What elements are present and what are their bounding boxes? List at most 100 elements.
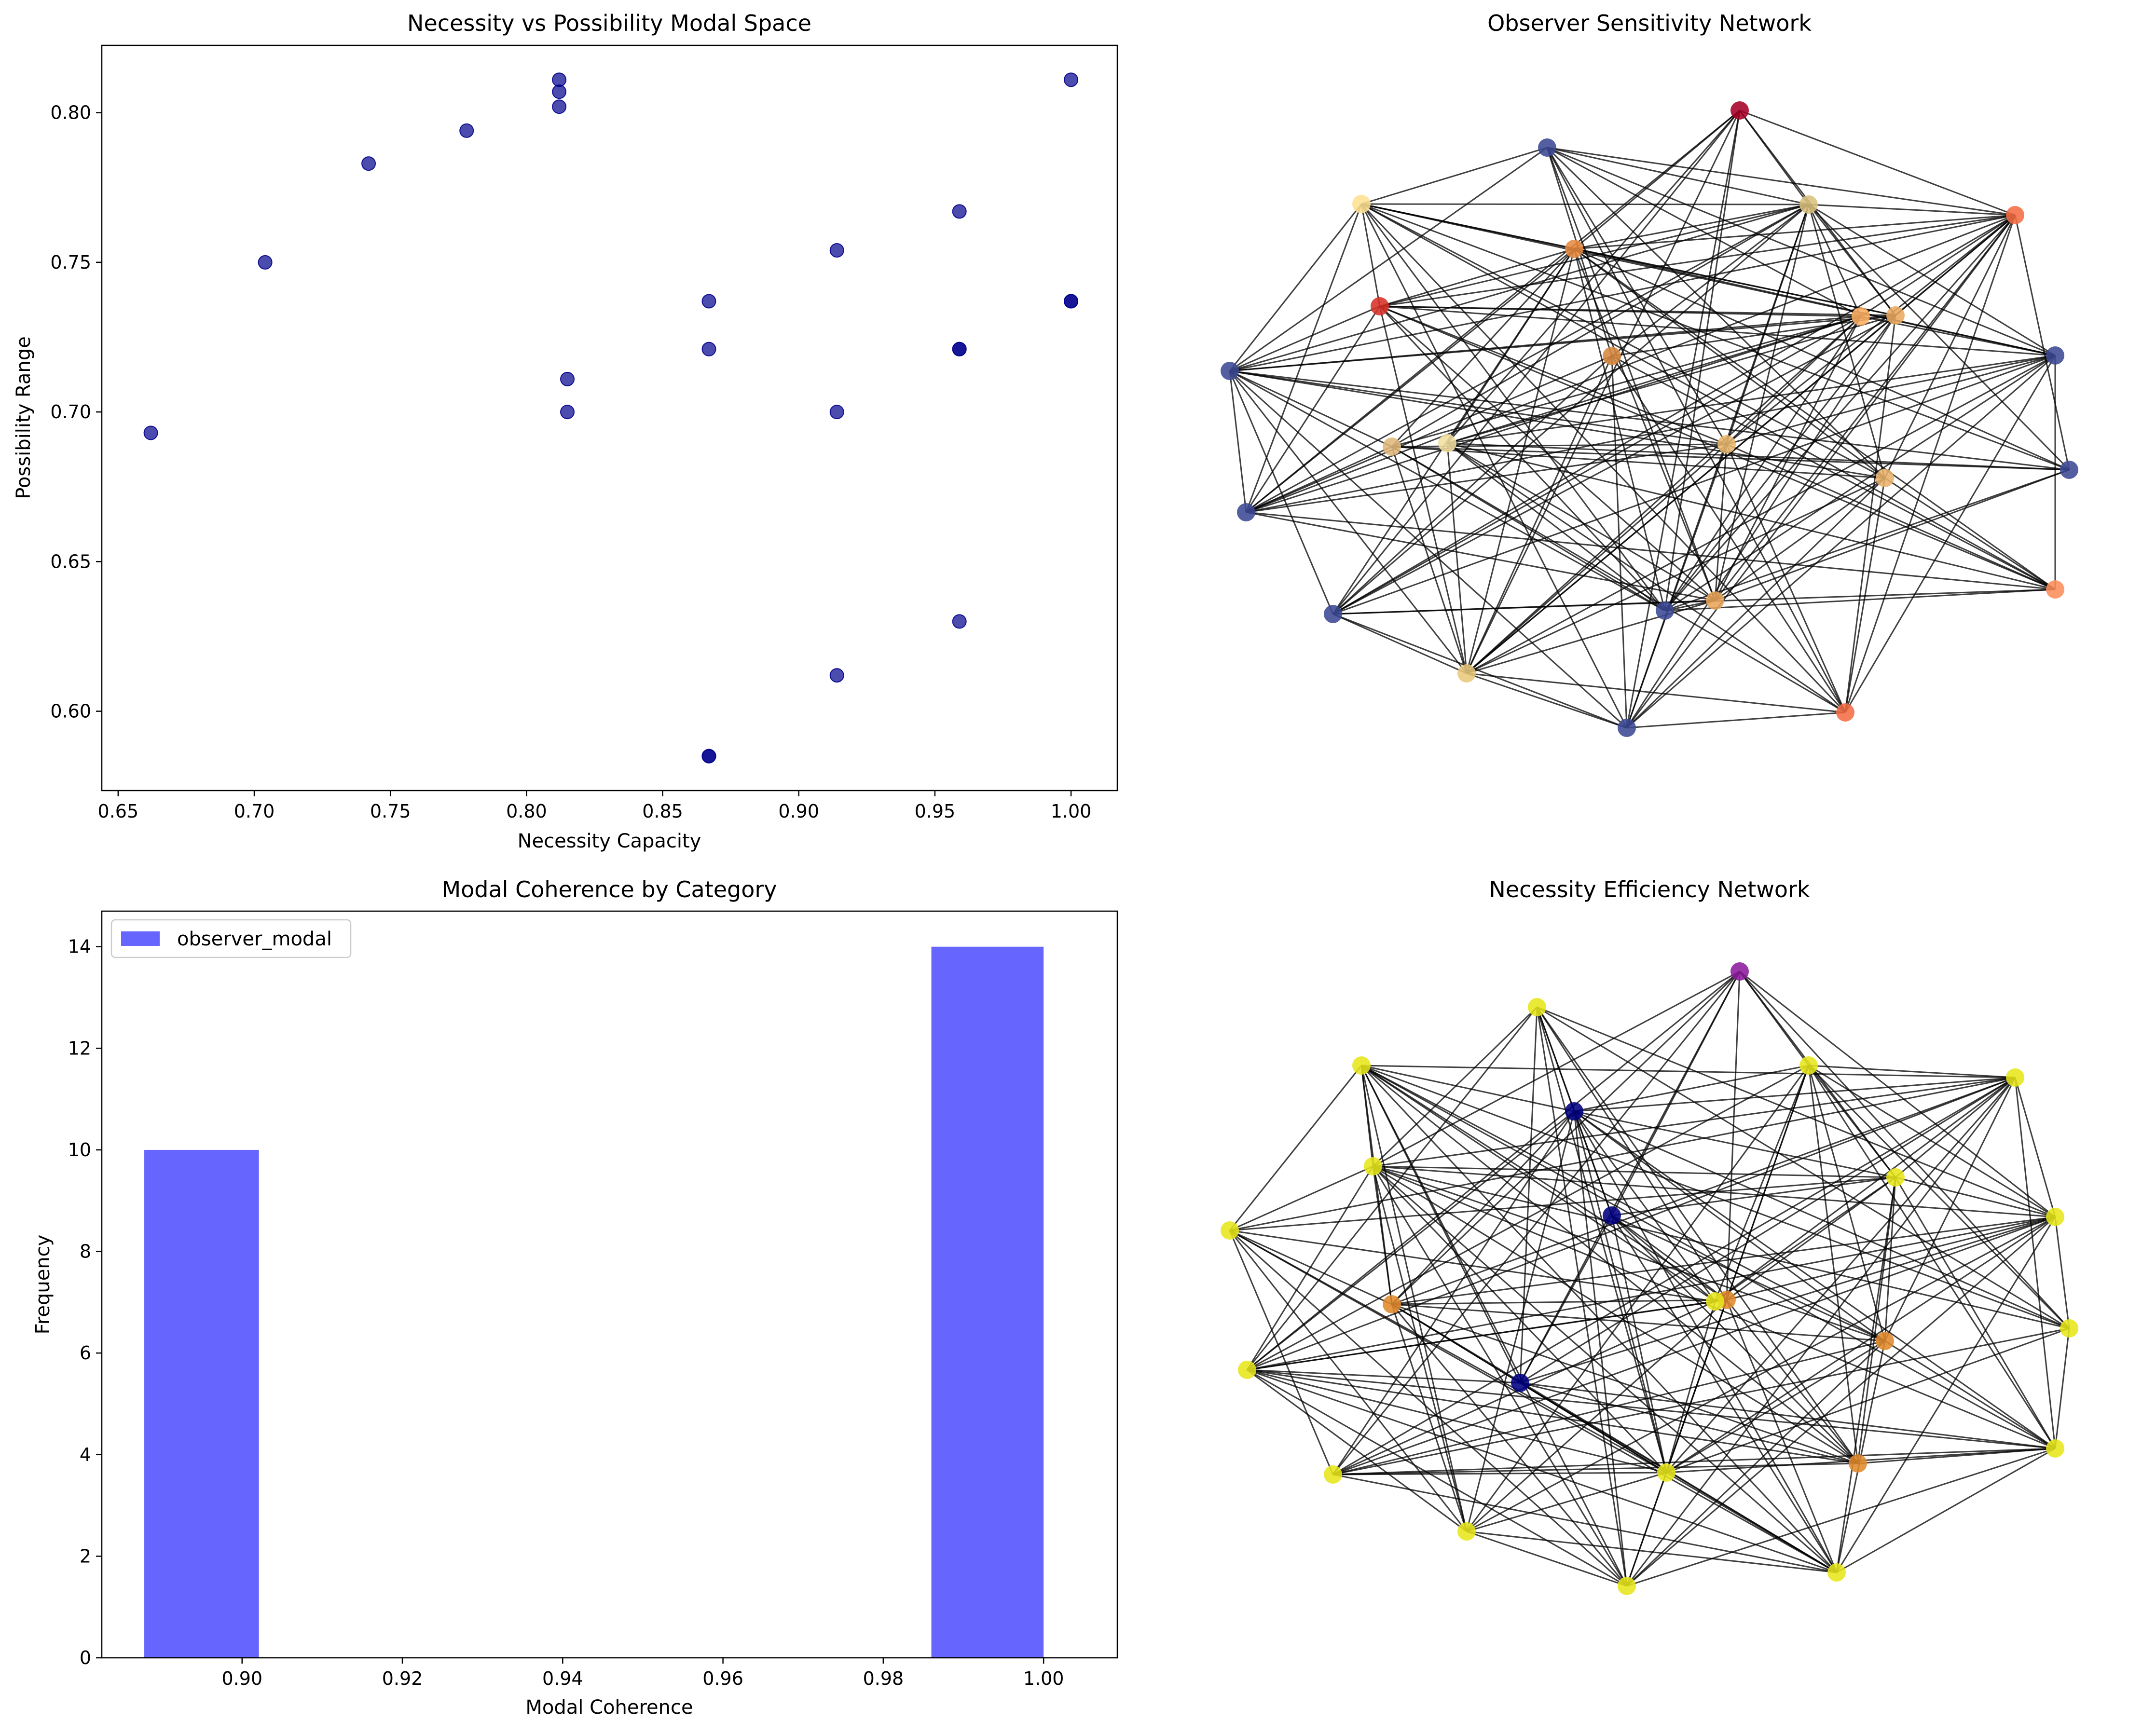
- network-edge: [1574, 248, 2056, 356]
- network-edge: [1626, 711, 1846, 729]
- network-node: [1717, 435, 1736, 453]
- necessity-network-title: Necessity Efficiency Network: [1489, 876, 1810, 902]
- network-edge: [1229, 1230, 1468, 1532]
- network-edge: [1808, 1065, 2056, 1449]
- network-edge: [1715, 1077, 2016, 1302]
- network-node: [1383, 437, 1401, 456]
- network-edge: [1447, 442, 1846, 713]
- network-edge: [1574, 1110, 1896, 1178]
- network-edge: [1626, 315, 1896, 728]
- network-edge: [1573, 1111, 1628, 1586]
- network-edge: [1573, 1111, 1613, 1216]
- network-edge: [1547, 147, 1809, 205]
- network-edge: [1245, 204, 1362, 513]
- network-edge: [1726, 443, 2056, 590]
- network-edge: [1726, 1299, 1838, 1573]
- y-tick-label: 0.70: [50, 401, 91, 423]
- legend-swatch: [121, 931, 160, 946]
- network-edge: [1360, 204, 1381, 307]
- network-edge: [1726, 1176, 1896, 1301]
- network-edge: [1247, 1369, 1667, 1474]
- network-edge: [1332, 1216, 2056, 1475]
- network-edge: [1808, 204, 1886, 478]
- network-edge: [1360, 204, 1628, 728]
- network-edge: [1447, 442, 1665, 612]
- network-node: [2046, 1439, 2064, 1458]
- network-edge: [1247, 1369, 1837, 1573]
- network-edge: [1229, 1229, 1837, 1573]
- network-edge: [1714, 444, 1728, 601]
- network-edge: [1611, 1215, 1885, 1342]
- network-edge: [1573, 1111, 1667, 1473]
- network-edge: [1808, 204, 2070, 471]
- network-edge: [1379, 248, 1575, 307]
- network-node: [1511, 1374, 1529, 1392]
- network-edge: [1246, 248, 1575, 513]
- scatter-point: [560, 371, 575, 386]
- network-edge: [1844, 315, 1896, 713]
- scatter-point: [952, 341, 967, 356]
- network-edge: [1726, 315, 1862, 445]
- network-edge: [1229, 204, 1809, 372]
- network-edge: [1574, 214, 2016, 250]
- histogram-panel: Modal Coherence by Category 0.90 0.92 0.94…: [32, 876, 1118, 1719]
- network-node: [2046, 1208, 2064, 1226]
- network-edge: [1391, 204, 1809, 448]
- network-edge: [1229, 204, 1362, 371]
- network-edge: [1626, 1299, 1728, 1586]
- network-edge: [1391, 446, 2070, 471]
- histogram-x-ticks: 0.90 0.92 0.94 0.96 0.98 1.00: [221, 1658, 1064, 1689]
- network-edge: [1247, 1369, 1521, 1384]
- network-edge: [1247, 1110, 1575, 1371]
- network-edge: [1546, 147, 1716, 601]
- network-edge: [1360, 1065, 1628, 1586]
- y-tick-label: 0.60: [50, 701, 91, 722]
- network-edge: [1626, 1077, 2016, 1586]
- network-edge: [1547, 147, 1861, 317]
- network-edge: [1447, 355, 2056, 444]
- network-edge: [1391, 315, 1861, 448]
- network-edge: [1391, 1303, 1885, 1342]
- network-edge: [1574, 248, 2070, 471]
- network-edge: [1379, 214, 2016, 307]
- network-edge: [1844, 478, 1886, 713]
- x-tick-label: 0.85: [642, 801, 683, 822]
- network-edge: [1739, 109, 2016, 216]
- network-edge: [1466, 1472, 1667, 1532]
- network-node: [1706, 1292, 1724, 1311]
- network-edge: [1247, 1369, 1467, 1532]
- network-edge: [1666, 1472, 1837, 1573]
- network-node: [1528, 998, 1546, 1016]
- network-edge: [1332, 613, 1467, 674]
- network-edge: [1229, 370, 2070, 471]
- observer-network-panel: Observer Sensitivity Network: [1221, 10, 2078, 737]
- network-node: [2046, 580, 2064, 599]
- network-edge: [1884, 477, 2056, 590]
- observer-network-nodes: [1221, 101, 2078, 737]
- network-edge: [1715, 477, 1885, 601]
- network-edge: [1372, 1166, 1393, 1305]
- network-edge: [1574, 248, 1896, 316]
- x-tick-label: 0.70: [234, 801, 275, 822]
- network-edge: [1361, 1065, 1716, 1302]
- x-tick-label: 0.94: [542, 1668, 583, 1689]
- observer-network-edges: [1229, 109, 2070, 729]
- network-node: [1324, 605, 1342, 623]
- y-tick-label: 0.75: [50, 252, 91, 273]
- x-tick-label: 0.65: [98, 801, 139, 822]
- network-edge: [1229, 1176, 1896, 1231]
- network-edge: [1546, 147, 1846, 713]
- scatter-title: Necessity vs Possibility Modal Space: [407, 10, 811, 36]
- histogram-title: Modal Coherence by Category: [441, 876, 777, 902]
- network-node: [1656, 601, 1674, 620]
- network-edge: [1361, 1065, 1885, 1342]
- network-edge: [1332, 355, 2056, 615]
- network-edge: [1466, 314, 1896, 674]
- y-tick-label: 0.65: [50, 551, 91, 572]
- network-edge: [1666, 1340, 1885, 1474]
- network-edge: [1332, 1077, 2016, 1475]
- network-edge: [1332, 971, 1741, 1475]
- network-edge: [1714, 1065, 1810, 1302]
- network-edge: [1836, 1177, 1896, 1573]
- scatter-point: [361, 156, 376, 171]
